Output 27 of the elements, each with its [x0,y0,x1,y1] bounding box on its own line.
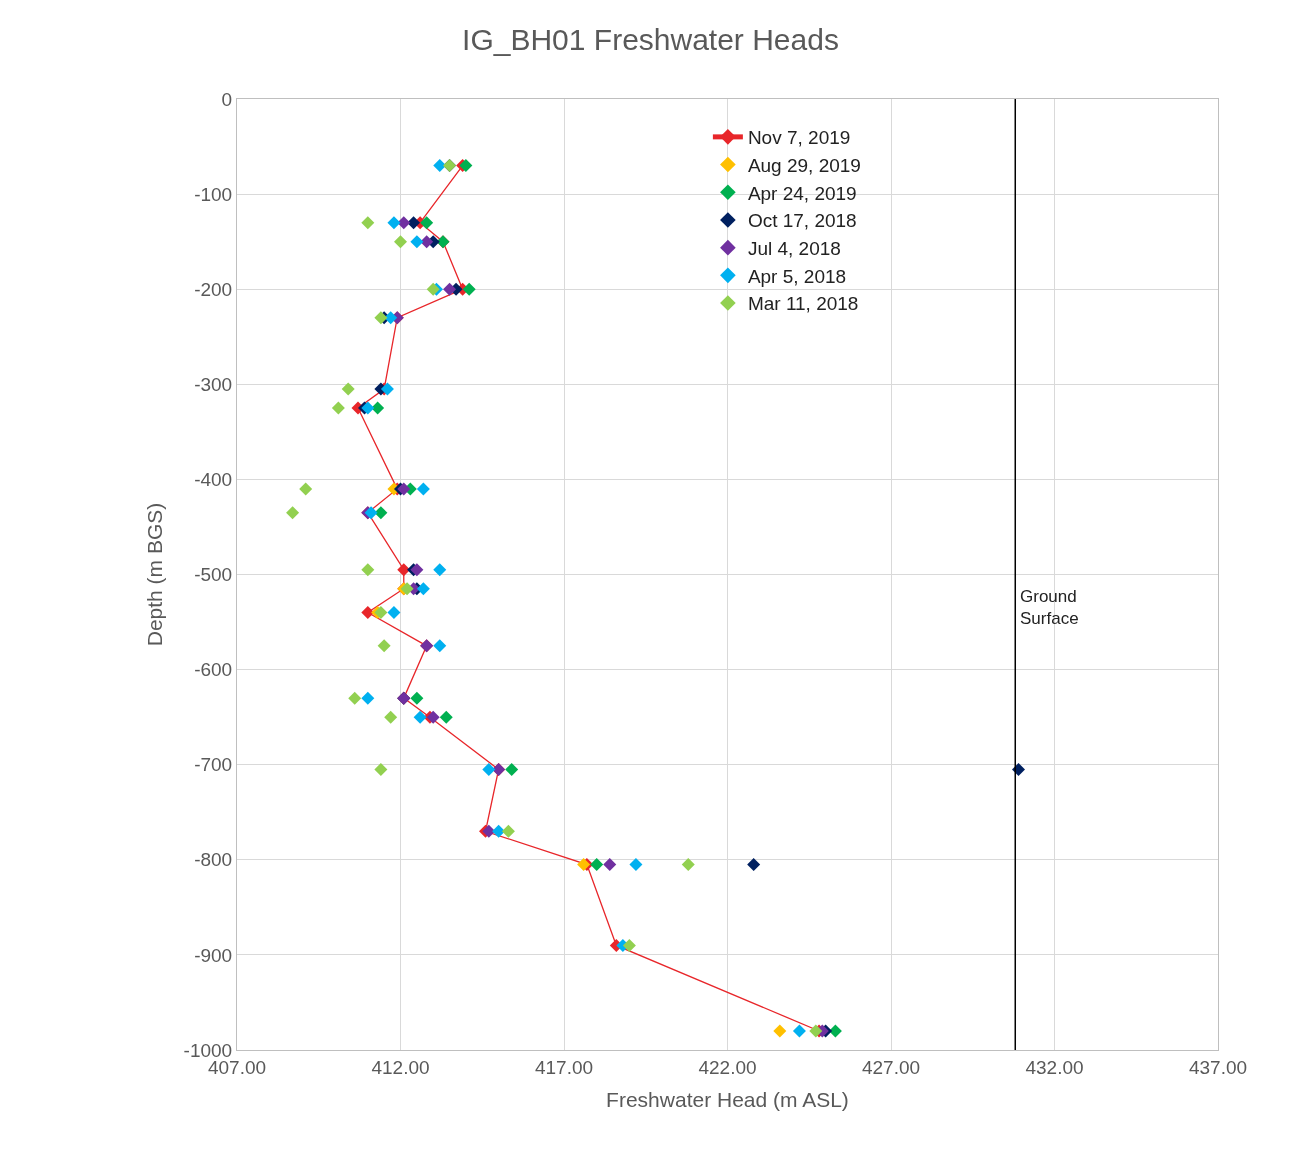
ref-line-label: Ground Surface [1020,587,1079,629]
y-tick-label: 0 [221,88,233,110]
y-tick-label: -500 [194,564,233,586]
legend-label: Oct 17, 2018 [747,210,857,232]
x-tick-label: 427.00 [861,1056,921,1078]
y-tick-label: -400 [194,469,233,491]
y-tick-label: -200 [194,278,233,300]
legend-label: Mar 11, 2018 [747,293,859,315]
y-tick-label: -700 [194,754,233,776]
legend-label: Aug 29, 2019 [747,154,861,176]
y-tick-label: -800 [194,849,233,871]
y-axis-title: Depth (m BGS) [142,502,166,647]
chart-title: IG_BH01 Freshwater Heads [462,22,839,56]
x-tick-label: 412.00 [371,1056,430,1078]
x-tick-label: 432.00 [1025,1056,1084,1078]
y-tick-label: -100 [194,183,233,205]
x-tick-label: 422.00 [698,1056,757,1078]
x-axis-title: Freshwater Head (m ASL) [606,1088,849,1111]
legend-label: Nov 7, 2019 [747,127,851,149]
x-tick-label: 437.00 [1188,1056,1248,1078]
y-tick-label: -900 [194,944,233,966]
legend-label: Apr 5, 2018 [747,265,847,287]
y-tick-label: -600 [194,659,233,681]
y-tick-label: -300 [194,373,233,395]
legend-label: Jul 4, 2018 [747,238,841,260]
legend-label: Apr 24, 2019 [747,182,857,204]
x-tick-label: 417.00 [534,1056,594,1078]
